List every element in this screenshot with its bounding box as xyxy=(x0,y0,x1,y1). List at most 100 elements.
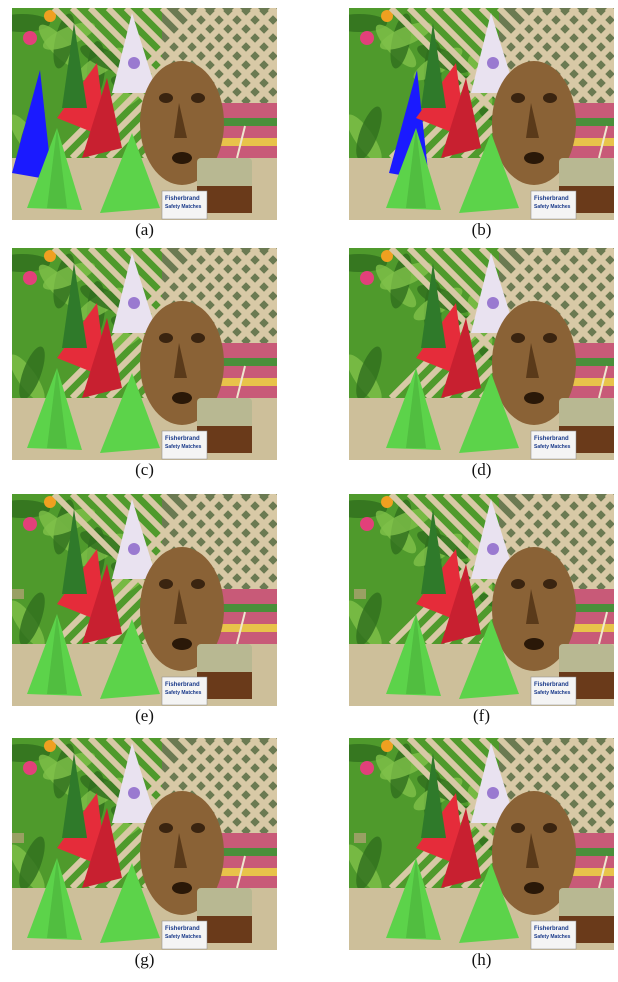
mask-eye xyxy=(543,333,557,343)
mask-eye xyxy=(159,93,173,103)
dark-green-cone xyxy=(62,509,87,594)
matchbox-product: Safety Matches xyxy=(534,934,571,940)
mask-mouth xyxy=(172,152,192,164)
cone-pattern xyxy=(487,57,499,69)
leaf xyxy=(19,592,45,646)
fabric-stripe xyxy=(212,868,277,876)
flower xyxy=(23,761,37,775)
matchbox-product: Safety Matches xyxy=(165,444,202,450)
fabric-stripe xyxy=(549,378,614,386)
matchbox-label xyxy=(161,920,208,950)
fabric-stripe xyxy=(549,604,614,612)
caption-b: (b) xyxy=(471,220,492,239)
matchbox-label xyxy=(161,190,208,220)
mask-nose xyxy=(526,833,539,868)
dark-green-cone xyxy=(421,753,446,838)
panel-e: Fisherbrand Safety Matches (e) xyxy=(12,494,277,726)
dark-green-cone xyxy=(421,23,446,108)
mask-eye xyxy=(511,93,525,103)
patterned-cone xyxy=(112,13,157,93)
lattice-slat xyxy=(550,248,614,314)
fabric-stripe xyxy=(549,118,614,126)
patterned-cone xyxy=(112,253,157,333)
green-cone xyxy=(100,133,160,213)
red-cone xyxy=(82,318,122,398)
flower xyxy=(44,496,56,508)
matchbox-label xyxy=(530,190,577,220)
mask-nose xyxy=(526,103,539,138)
caption-g: (g) xyxy=(134,950,155,969)
artifact-patch xyxy=(12,833,24,843)
caption-d: (d) xyxy=(471,460,492,479)
mask-eye xyxy=(543,579,557,589)
flower xyxy=(23,31,37,45)
flower xyxy=(44,740,56,752)
cone-pattern xyxy=(487,787,499,799)
matchbox-label xyxy=(530,920,577,950)
matchbox-product: Safety Matches xyxy=(165,934,202,940)
panel-h: Fisherbrand Safety Matches (h) xyxy=(349,738,614,970)
scene-svg: Fisherbrand Safety Matches xyxy=(349,8,614,220)
leaf xyxy=(42,508,96,536)
leaf xyxy=(19,836,45,890)
matchstick xyxy=(236,125,246,159)
fabric-stripe xyxy=(549,848,614,856)
fabric-stripe xyxy=(212,848,277,856)
leaf xyxy=(379,22,433,50)
mask-mouth xyxy=(524,152,544,164)
fabric-stripe xyxy=(549,358,614,366)
green-cone xyxy=(100,863,160,943)
leaf xyxy=(42,22,96,50)
matchbox-label xyxy=(530,430,577,460)
cone-pattern xyxy=(128,543,140,555)
cone-pattern xyxy=(128,297,140,309)
matchstick xyxy=(236,611,246,645)
matchbox-brand: Fisherbrand xyxy=(534,926,569,932)
scene-svg: Fisherbrand Safety Matches xyxy=(349,738,614,950)
patterned-cone xyxy=(471,499,516,579)
fabric-stripe xyxy=(549,138,614,146)
patterned-cone xyxy=(471,743,516,823)
mask-mouth xyxy=(524,638,544,650)
scene-svg: Fisherbrand Safety Matches xyxy=(12,8,277,220)
cone-shade xyxy=(406,368,426,448)
lattice-slat xyxy=(550,8,614,74)
panel-g: Fisherbrand Safety Matches (g) xyxy=(12,738,277,970)
matchbox-product: Safety Matches xyxy=(165,690,202,696)
leaf xyxy=(379,262,433,290)
matchbox-label xyxy=(161,430,208,460)
caption-c: (c) xyxy=(135,460,154,479)
patterned-cone xyxy=(471,13,516,93)
lattice-slat xyxy=(568,248,614,296)
lattice-slat xyxy=(213,494,277,560)
dark-green-cone xyxy=(421,509,446,594)
fabric-stripe xyxy=(212,378,277,386)
mask-eye xyxy=(191,93,205,103)
red-cone xyxy=(82,808,122,888)
flower xyxy=(381,740,393,752)
cone-shade xyxy=(47,368,67,448)
green-cone xyxy=(459,373,519,453)
leaf xyxy=(356,346,382,400)
panel-b: Fisherbrand Safety Matches (b) xyxy=(349,8,614,240)
flower xyxy=(360,271,374,285)
green-cone xyxy=(459,133,519,213)
artifact-patch xyxy=(354,833,366,843)
lattice-slat xyxy=(213,248,277,314)
matchbox-brand: Fisherbrand xyxy=(534,196,569,202)
green-cone xyxy=(459,619,519,699)
red-cone xyxy=(441,78,481,158)
green-cone xyxy=(459,863,519,943)
cone-pattern xyxy=(128,787,140,799)
cone-shade xyxy=(47,128,67,208)
leaf xyxy=(379,752,433,780)
fabric-stripe xyxy=(212,118,277,126)
cone-shade xyxy=(47,858,67,938)
matchbox-product: Safety Matches xyxy=(534,444,571,450)
panel-d: Fisherbrand Safety Matches (d) xyxy=(349,248,614,480)
matchbox-brand: Fisherbrand xyxy=(165,436,200,442)
cone-pattern xyxy=(487,297,499,309)
scene-image-a: Fisherbrand Safety Matches xyxy=(12,8,277,220)
matchbox-brand: Fisherbrand xyxy=(165,926,200,932)
flower xyxy=(381,250,393,262)
